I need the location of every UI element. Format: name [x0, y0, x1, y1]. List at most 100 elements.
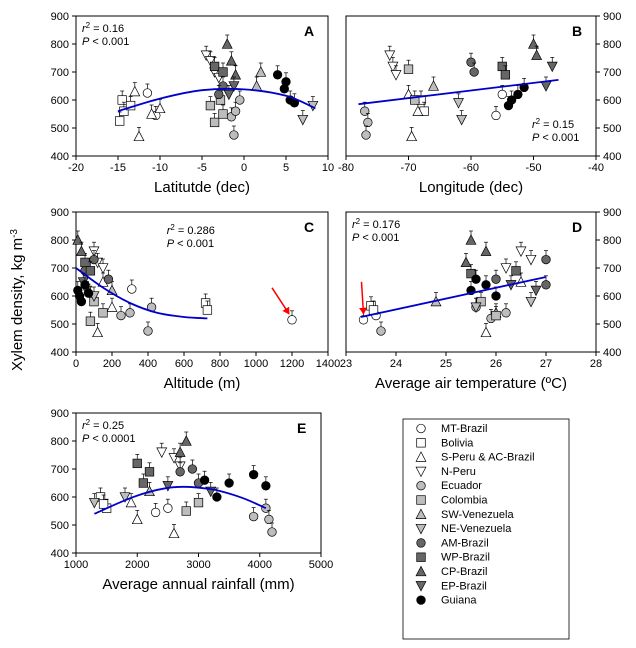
r-squared-value: = 0.25 [90, 420, 124, 432]
legend-box [402, 418, 570, 640]
data-point [202, 305, 213, 315]
y-tick-label: 700 [603, 263, 621, 275]
p-value: < 0.001 [539, 132, 579, 144]
x-tick-label: 27 [540, 358, 552, 370]
data-point [73, 285, 83, 296]
data-point [403, 64, 414, 74]
legend-item: NE-Venezuela [415, 523, 512, 535]
data-point [103, 274, 114, 284]
data-point [491, 310, 501, 321]
data-point [410, 95, 420, 105]
legend-item: SW-Venezuela [415, 508, 514, 521]
legend-label: CP-Brazil [441, 566, 487, 578]
data-point [150, 507, 161, 518]
data-point [412, 105, 424, 116]
data-point [106, 301, 118, 312]
r-squared-value: = 0.286 [175, 225, 215, 237]
data-point [460, 256, 472, 268]
data-point [500, 70, 511, 80]
data-point [156, 447, 168, 459]
data-point [133, 130, 145, 142]
data-point [116, 310, 126, 321]
y-tick-label: 800 [603, 39, 621, 51]
legend-item: S-Peru & AC-Brazil [415, 451, 535, 464]
legend-label: WP-Brazil [441, 552, 490, 564]
x-axis-label: Altitude (m) [164, 375, 241, 392]
panels-layer: -20 -15 -10 -5 0 5 10400500600700800900Latitut… [51, 11, 622, 593]
chart-panel-a: -20 -15 -10 -5 0 5 10 400 500 600 700 800 900 Latitut… [51, 11, 334, 196]
data-point [506, 95, 517, 105]
legend-item: Bolivia [416, 437, 474, 449]
legend-marker [415, 451, 427, 462]
data-point [525, 254, 537, 266]
data-point [154, 102, 166, 114]
data-point [205, 100, 216, 111]
panel-letter: B [572, 23, 582, 39]
data-point [119, 492, 131, 503]
r-squared-label: r2 = 0.176 [352, 217, 400, 232]
data-point [129, 85, 141, 97]
legend-label: MT-Brazil [441, 423, 487, 435]
data-points [72, 230, 297, 338]
data-point [89, 254, 99, 265]
data-point [363, 117, 373, 128]
legend-label: S-Peru & AC-Brazil [441, 452, 535, 464]
y-tick-label: 600 [51, 95, 69, 107]
data-point [519, 82, 529, 93]
y-tick-label: 600 [51, 492, 69, 504]
y-tick-label: 500 [51, 123, 69, 135]
data-point [80, 257, 90, 268]
data-point [125, 308, 135, 318]
data-point [97, 263, 109, 274]
x-axis-label: Average annual rainfall (mm) [102, 576, 294, 593]
y-tick-label: 800 [51, 436, 69, 448]
legend-label: Guiana [441, 595, 477, 607]
y-tick-label: 400 [51, 347, 69, 359]
data-point [546, 61, 558, 73]
data-points [115, 34, 319, 142]
data-point [146, 108, 158, 119]
highlight-arrow [359, 281, 368, 315]
data-point [530, 285, 542, 297]
data-point [476, 296, 486, 307]
r-squared-label: r2 = 0.286 [167, 223, 215, 238]
legend-item: WP-Brazil [416, 552, 490, 564]
x-tick-label: -60 [463, 162, 479, 174]
x-axis-label: Latitutde (dec) [154, 179, 250, 196]
data-point [85, 316, 96, 326]
r-exponent: 2 [86, 21, 91, 30]
y-tick-label: 900 [51, 11, 69, 23]
data-point [491, 110, 501, 121]
y-tick-label: 600 [603, 291, 621, 303]
data-point [228, 81, 240, 92]
x-tick-label: 1000 [64, 559, 88, 571]
p-value: < 0.001 [359, 232, 399, 244]
data-point [384, 50, 396, 62]
legend-label: SW-Venezuela [441, 509, 514, 521]
legend-label: Bolivia [441, 437, 474, 449]
y-axis-label-superscript: -3 [9, 229, 20, 238]
legend-label: EP-Brazil [441, 580, 487, 592]
data-point [187, 464, 198, 474]
r-squared-label: r2 = 0.15 [532, 117, 574, 132]
y-tick-label: 400 [603, 151, 621, 163]
y-tick-label: 500 [603, 319, 621, 331]
x-tick-label: -20 [68, 162, 84, 174]
data-point [497, 89, 507, 100]
data-point [466, 57, 476, 67]
legend-item: Guiana [416, 595, 477, 607]
data-point [501, 308, 511, 318]
p-value-label: P < 0.001 [82, 36, 129, 48]
x-tick-label: 5 [283, 162, 289, 174]
data-point [85, 266, 96, 276]
p-value-label: P < 0.0001 [82, 433, 136, 445]
x-tick-label: 600 [175, 358, 193, 370]
data-point [453, 98, 464, 109]
legend-marker [416, 552, 426, 562]
y-tick-label: 700 [603, 67, 621, 79]
y-tick-label: 800 [51, 39, 69, 51]
data-point [387, 61, 399, 73]
fit-line [94, 485, 267, 515]
p-value-label: P < 0.001 [532, 132, 579, 144]
x-tick-label: -10 [152, 162, 168, 174]
